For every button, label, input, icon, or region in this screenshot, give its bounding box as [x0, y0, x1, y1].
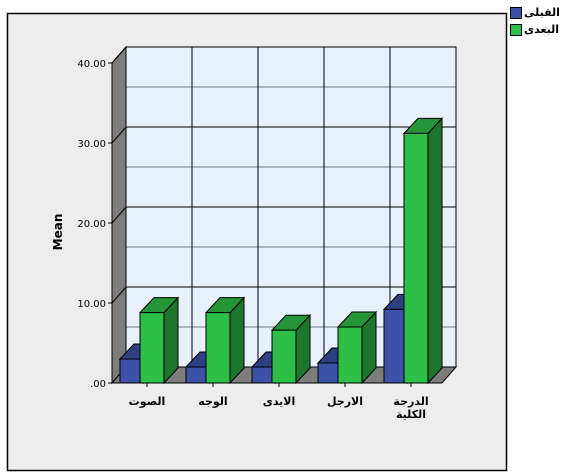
x-tick-label: الايدى: [263, 395, 296, 408]
x-tick-label: الصوت: [129, 395, 166, 408]
gridline-y-side: [111, 46, 127, 64]
y-tick-label: 40.00: [77, 59, 106, 70]
x-tick-label: الكلية: [396, 408, 426, 421]
bar-post-1: [205, 312, 231, 384]
gridline-y-side: [111, 286, 127, 304]
x-tick-label: الارجل: [327, 395, 363, 408]
legend: القبلى البعدى: [510, 4, 560, 38]
bar-post-0: [139, 312, 165, 384]
bar-post-4: [403, 132, 429, 384]
legend-swatch-pre: [510, 6, 522, 19]
bar-post-2: [271, 329, 297, 384]
gridline-y-side: [111, 206, 127, 224]
bars-layer: [118, 117, 444, 385]
x-tick-label: الدرجة: [393, 395, 428, 408]
bar-post-3: [337, 326, 363, 384]
legend-label-post: البعدى: [524, 23, 560, 36]
bar-post-4-side: [427, 117, 443, 385]
y-axis-ticks: .00 10.00 20.00 30.00 40.00: [77, 59, 112, 390]
gridline-y-side: [111, 126, 127, 144]
x-tick-label: الوجه: [198, 395, 227, 408]
y-tick-label: 20.00: [77, 219, 106, 230]
y-tick-label: 10.00: [77, 299, 106, 310]
y-tick-label: .00: [90, 379, 106, 390]
legend-swatch-post: [510, 23, 522, 36]
y-axis-title: Mean: [51, 214, 65, 251]
legend-label-pre: القبلى: [524, 6, 560, 19]
y-tick-label: 30.00: [77, 139, 106, 150]
legend-item-post: البعدى: [510, 21, 560, 38]
legend-item-pre: القبلى: [510, 4, 560, 21]
